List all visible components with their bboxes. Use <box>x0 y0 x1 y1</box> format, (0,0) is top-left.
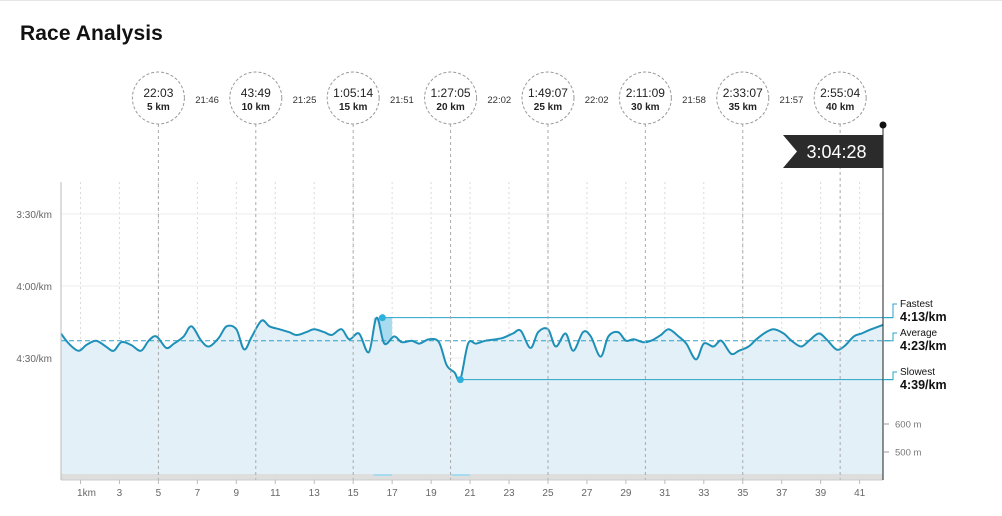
x-tick-label: 5 <box>156 488 162 499</box>
x-tick-label: 19 <box>426 488 438 499</box>
x-tick-label: 29 <box>620 488 632 499</box>
split-time: 22:02 <box>585 95 609 106</box>
x-tick-label: 11 <box>270 488 281 499</box>
y-tick-label: 4:00/km <box>16 282 52 293</box>
checkpoint-distance: 15 km <box>339 102 367 113</box>
average-label: Average <box>900 328 938 339</box>
checkpoint-time: 1:49:07 <box>528 86 568 100</box>
x-tick-label: 27 <box>581 488 593 499</box>
checkpoint-time: 2:55:04 <box>820 86 860 100</box>
x-tick-label: 37 <box>776 488 788 499</box>
x-tick-label: 21 <box>464 488 476 499</box>
pace-area <box>61 317 883 474</box>
finish-flag <box>783 135 883 168</box>
checkpoint-circle[interactable] <box>326 71 380 125</box>
average-connector <box>883 332 897 342</box>
top-divider <box>0 0 1002 1</box>
x-tick-label: 41 <box>854 488 866 499</box>
page-title: Race Analysis <box>20 22 163 45</box>
slowest-value: 4:39/km <box>900 378 947 392</box>
x-tick-label: 15 <box>348 488 360 499</box>
checkpoint-distance: 40 km <box>826 102 854 113</box>
checkpoint-time: 2:11:09 <box>626 86 665 100</box>
finish-dot <box>879 121 887 129</box>
pace-line <box>60 316 884 382</box>
checkpoint-circle[interactable] <box>229 71 283 125</box>
x-tick-label: 25 <box>542 488 554 499</box>
checkpoint-time: 2:33:07 <box>723 86 763 100</box>
x-tick-label: 35 <box>737 488 749 499</box>
checkpoint-time: 43:49 <box>241 86 271 100</box>
x-tick-label: 31 <box>659 488 671 499</box>
checkpoint-circle[interactable] <box>131 71 185 125</box>
checkpoint-distance: 30 km <box>631 102 659 113</box>
x-tick-label: 23 <box>503 488 515 499</box>
checkpoint-time: 22:03 <box>143 86 173 100</box>
average-value: 4:23/km <box>900 339 947 353</box>
slowest-connector <box>883 371 897 381</box>
slowest-label: Slowest <box>900 367 935 378</box>
x-tick-label: 7 <box>195 488 201 499</box>
checkpoint-time: 1:05:14 <box>333 86 373 100</box>
split-time: 21:46 <box>195 95 219 106</box>
elevation-band <box>61 474 883 480</box>
elevation-tick-label: 500 m <box>895 448 921 459</box>
checkpoint-distance: 20 km <box>436 102 464 113</box>
x-tick-label: 9 <box>234 488 240 499</box>
split-time: 21:57 <box>780 95 804 106</box>
checkpoint-distance: 35 km <box>729 102 757 113</box>
fastest-label: Fastest <box>900 299 933 310</box>
checkpoint-distance: 5 km <box>147 102 170 113</box>
split-time: 22:02 <box>487 95 511 106</box>
x-tick-label: 3 <box>117 488 123 499</box>
checkpoint-distance: 25 km <box>534 102 562 113</box>
checkpoint-circle[interactable] <box>716 71 770 125</box>
checkpoint-circle[interactable] <box>618 71 672 125</box>
split-time: 21:51 <box>390 95 414 106</box>
checkpoint-circle[interactable] <box>424 71 478 125</box>
split-time: 21:58 <box>682 95 706 106</box>
x-tick-label: 13 <box>309 488 321 499</box>
x-tick-label: 1km <box>77 488 96 499</box>
fastest-point[interactable] <box>378 314 386 322</box>
elevation-tick-label: 600 m <box>895 420 921 431</box>
y-tick-label: 3:30/km <box>16 210 52 221</box>
x-tick-label: 39 <box>815 488 827 499</box>
fastest-connector <box>883 303 897 319</box>
x-tick-label: 33 <box>698 488 710 499</box>
checkpoint-distance: 10 km <box>242 102 270 113</box>
checkpoint-circle[interactable] <box>813 71 867 125</box>
slowest-point[interactable] <box>456 376 464 384</box>
checkpoint-time: 1:27:05 <box>431 86 471 100</box>
y-tick-label: 4:30/km <box>16 354 52 365</box>
finish-time: 3:04:28 <box>806 142 866 162</box>
fastest-value: 4:13/km <box>900 310 947 324</box>
checkpoint-circle[interactable] <box>521 71 575 125</box>
x-tick-label: 17 <box>387 488 399 499</box>
split-time: 21:25 <box>293 95 317 106</box>
